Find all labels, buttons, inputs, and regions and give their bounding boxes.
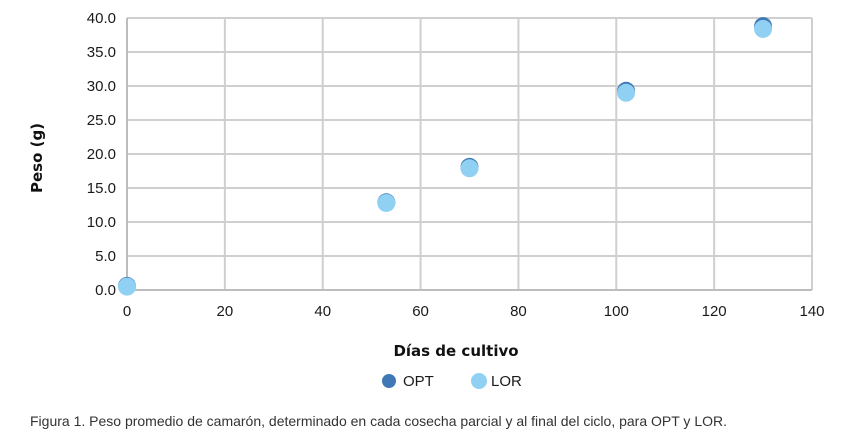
- legend-label-lor: LOR: [491, 373, 522, 390]
- legend: OPT LOR: [382, 373, 522, 390]
- data-points: [118, 17, 773, 296]
- y-tick-label: 35.0: [87, 44, 116, 61]
- x-tick-label: 20: [217, 303, 234, 320]
- y-tick-label: 20.0: [87, 146, 116, 163]
- legend-label-opt: OPT: [403, 373, 434, 390]
- data-point-lor: [118, 277, 136, 296]
- data-point-lor: [617, 83, 636, 102]
- x-tick-label: 80: [510, 303, 527, 320]
- y-tick-label: 0.0: [95, 282, 116, 299]
- data-point-lor: [377, 193, 396, 212]
- y-tick-label: 10.0: [87, 214, 116, 231]
- x-tick-label: 140: [799, 303, 824, 320]
- data-point-lor: [460, 159, 479, 178]
- y-tick-label: 15.0: [87, 180, 116, 197]
- data-point-lor: [754, 19, 773, 38]
- figure-caption: Figura 1. Peso promedio de camarón, dete…: [30, 413, 727, 429]
- x-tick-label: 0: [123, 303, 131, 320]
- x-axis-title: Días de cultivo: [393, 342, 518, 360]
- x-tick-label: 100: [604, 303, 629, 320]
- x-tick-label: 40: [314, 303, 331, 320]
- grid: [127, 17, 813, 290]
- y-tick-labels: 0.0 5.0 10.0 15.0 20.0 25.0 30.0 35.0 40.0: [87, 10, 116, 299]
- x-tick-labels: 0 20 40 60 80 100 120 140: [123, 303, 825, 320]
- scatter-chart: 0 20 40 60 80 100 120 140 0.0 5.0 10.0 15.0 20.0 25.…: [28, 10, 825, 390]
- x-tick-label: 60: [412, 303, 429, 320]
- legend-item-opt: OPT: [382, 373, 434, 390]
- axes: [126, 18, 812, 291]
- x-tick-label: 120: [702, 303, 727, 320]
- y-tick-label: 40.0: [87, 10, 116, 27]
- legend-marker-lor: [471, 373, 487, 389]
- y-axis-title: Peso (g): [28, 123, 46, 193]
- y-tick-label: 25.0: [87, 112, 116, 129]
- y-tick-label: 30.0: [87, 78, 116, 95]
- y-tick-label: 5.0: [95, 248, 116, 265]
- legend-marker-opt: [382, 374, 396, 388]
- legend-item-lor: LOR: [471, 373, 522, 390]
